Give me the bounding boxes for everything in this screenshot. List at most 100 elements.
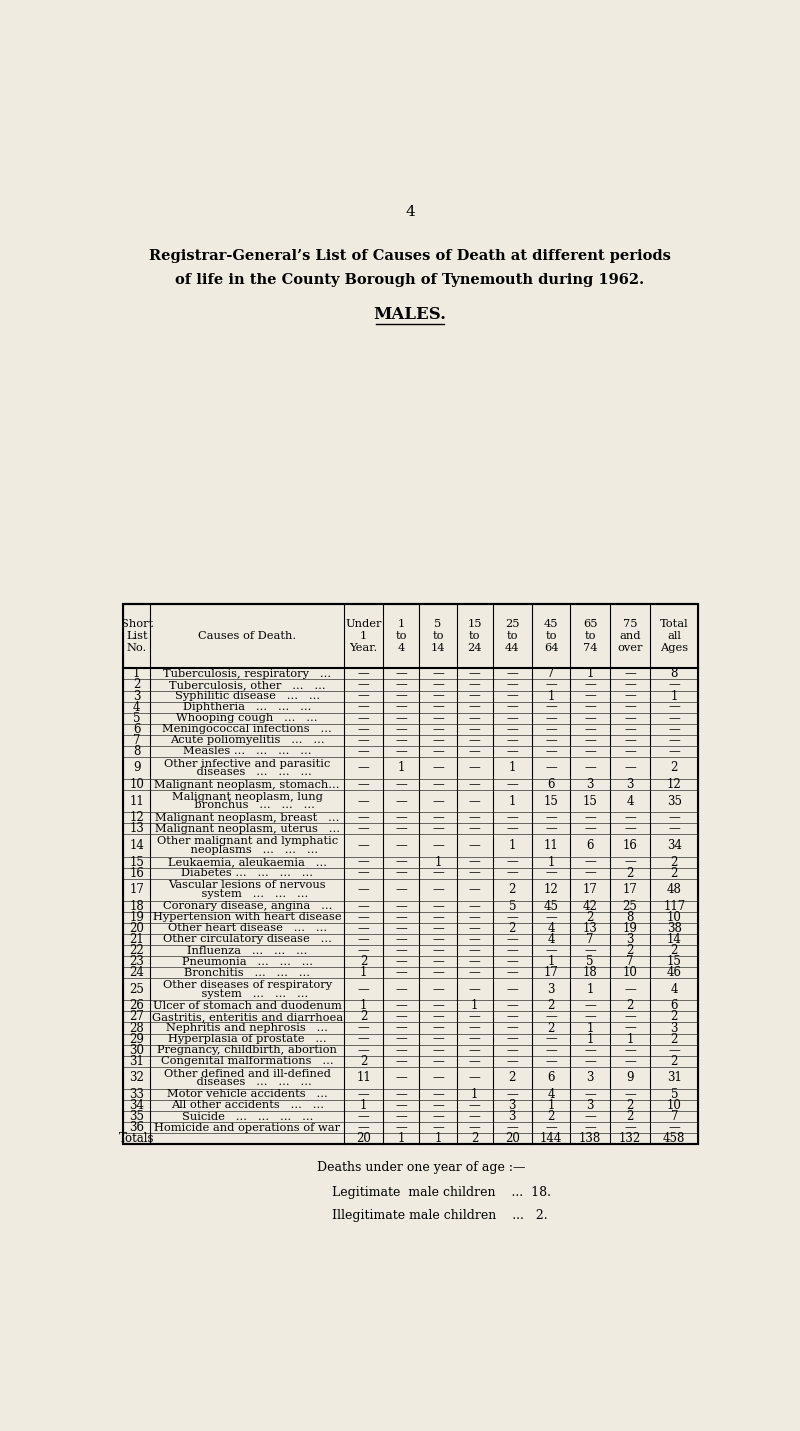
Text: —: — (358, 1022, 370, 1035)
Text: 10: 10 (130, 778, 144, 791)
Text: 26: 26 (130, 999, 144, 1012)
Text: 2: 2 (670, 856, 678, 869)
Text: 2: 2 (471, 1132, 478, 1145)
Text: Motor vehicle accidents   ...: Motor vehicle accidents ... (167, 1089, 328, 1099)
Text: —: — (395, 983, 407, 996)
Text: —: — (624, 1010, 636, 1023)
Text: 2: 2 (360, 1010, 367, 1023)
Text: 19: 19 (622, 922, 638, 934)
Text: 1: 1 (360, 966, 367, 979)
Text: —: — (584, 711, 596, 724)
Text: —: — (432, 761, 444, 774)
Text: 10: 10 (622, 966, 638, 979)
Text: —: — (358, 883, 370, 896)
Text: —: — (432, 1043, 444, 1056)
Text: —: — (395, 701, 407, 714)
Text: —: — (469, 734, 481, 747)
Text: —: — (358, 723, 370, 736)
Text: —: — (584, 761, 596, 774)
Text: 23: 23 (130, 954, 144, 969)
Text: 31: 31 (667, 1072, 682, 1085)
Text: —: — (395, 954, 407, 969)
Text: —: — (545, 811, 557, 824)
Text: —: — (432, 954, 444, 969)
Text: —: — (624, 667, 636, 680)
Text: 5: 5 (133, 711, 141, 724)
Text: —: — (395, 900, 407, 913)
Text: —: — (545, 1010, 557, 1023)
Text: —: — (432, 734, 444, 747)
Text: —: — (506, 999, 518, 1012)
Text: —: — (358, 933, 370, 946)
Text: —: — (584, 1120, 596, 1135)
Text: Bronchitis   ...   ...   ...: Bronchitis ... ... ... (184, 967, 310, 977)
Text: —: — (506, 701, 518, 714)
Text: Registrar-General’s List of Causes of Death at different periods: Registrar-General’s List of Causes of De… (149, 249, 671, 263)
Text: —: — (506, 711, 518, 724)
Text: —: — (506, 778, 518, 791)
Text: 17: 17 (544, 966, 558, 979)
Text: 34: 34 (666, 839, 682, 851)
Text: 15
to
24: 15 to 24 (467, 618, 482, 654)
Text: Malignant neoplasm, uterus   ...: Malignant neoplasm, uterus ... (154, 824, 340, 834)
Text: 1: 1 (360, 1099, 367, 1112)
Text: —: — (545, 746, 557, 758)
Text: 18: 18 (583, 966, 598, 979)
Text: —: — (358, 1110, 370, 1123)
Text: 8: 8 (133, 746, 141, 758)
Text: —: — (624, 983, 636, 996)
Text: —: — (432, 823, 444, 836)
Text: —: — (432, 1110, 444, 1123)
Text: 17: 17 (622, 883, 638, 896)
Text: —: — (469, 944, 481, 957)
Text: —: — (358, 944, 370, 957)
Text: —: — (395, 944, 407, 957)
Text: —: — (506, 1033, 518, 1046)
Text: 3: 3 (586, 778, 594, 791)
Text: 1: 1 (586, 983, 594, 996)
Text: —: — (358, 690, 370, 703)
Text: —: — (624, 856, 636, 869)
Text: Other defined and ill-defined: Other defined and ill-defined (164, 1069, 330, 1079)
Text: 144: 144 (540, 1132, 562, 1145)
Text: —: — (584, 1110, 596, 1123)
Text: —: — (506, 1120, 518, 1135)
Text: 15: 15 (130, 856, 144, 869)
Text: —: — (469, 711, 481, 724)
Text: —: — (432, 944, 444, 957)
Text: —: — (395, 867, 407, 880)
Text: —: — (469, 811, 481, 824)
Text: Other malignant and lymphatic: Other malignant and lymphatic (157, 836, 338, 846)
Text: diseases   ...   ...   ...: diseases ... ... ... (182, 767, 312, 777)
Text: —: — (506, 746, 518, 758)
Text: —: — (432, 883, 444, 896)
Text: —: — (395, 1110, 407, 1123)
Text: —: — (395, 690, 407, 703)
Text: Short
List
No.: Short List No. (121, 618, 153, 654)
Text: 1: 1 (434, 856, 442, 869)
Text: —: — (584, 999, 596, 1012)
Text: 75
and
over: 75 and over (618, 618, 643, 654)
Text: 31: 31 (130, 1055, 144, 1068)
Text: 2: 2 (626, 867, 634, 880)
Text: Total
all
Ages: Total all Ages (660, 618, 689, 654)
Text: Ulcer of stomach and duodenum: Ulcer of stomach and duodenum (153, 1000, 342, 1010)
Text: 18: 18 (130, 900, 144, 913)
Text: Totals: Totals (119, 1132, 154, 1145)
Text: —: — (395, 912, 407, 924)
Text: 28: 28 (130, 1022, 144, 1035)
Text: —: — (506, 723, 518, 736)
Text: 5: 5 (509, 900, 516, 913)
Text: 25
to
44: 25 to 44 (505, 618, 519, 654)
Text: —: — (506, 1010, 518, 1023)
Text: —: — (584, 823, 596, 836)
Text: MALES.: MALES. (374, 306, 446, 322)
Text: 12: 12 (544, 883, 558, 896)
Text: 1: 1 (509, 761, 516, 774)
Text: —: — (545, 867, 557, 880)
Text: —: — (469, 1055, 481, 1068)
Text: —: — (506, 811, 518, 824)
Text: —: — (545, 734, 557, 747)
Text: 33: 33 (130, 1088, 144, 1100)
Text: —: — (395, 856, 407, 869)
